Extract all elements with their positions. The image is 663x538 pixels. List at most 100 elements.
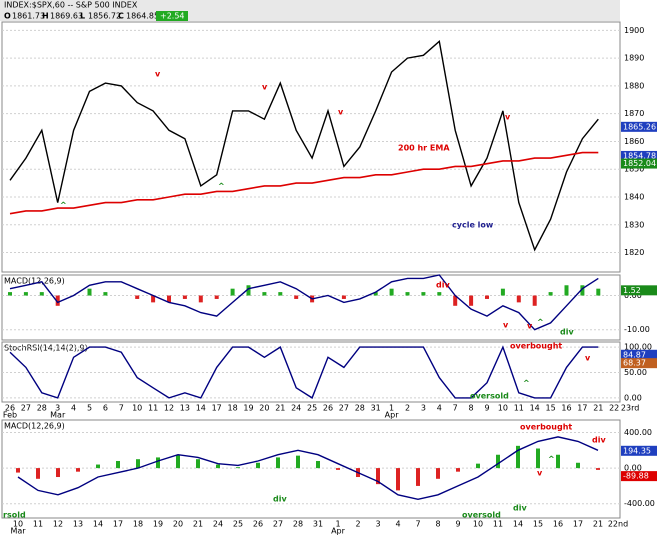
histogram-bar xyxy=(548,292,553,296)
histogram-bar xyxy=(236,467,240,469)
annotation: div xyxy=(436,281,450,290)
annotation: ^ xyxy=(60,201,67,210)
value-tag-box xyxy=(621,150,657,161)
annotation: div xyxy=(560,328,574,337)
macd-line xyxy=(17,436,599,501)
x-tick-label: 7 xyxy=(119,404,124,413)
line xyxy=(9,40,599,252)
x-tick-label: 31 xyxy=(313,520,323,529)
histogram-bar xyxy=(96,464,100,469)
change-box xyxy=(156,11,188,21)
x-tick-label: 22 xyxy=(609,404,619,413)
x-tick-label: 7 xyxy=(453,404,458,413)
histogram-bar xyxy=(296,455,300,469)
histogram-bar xyxy=(87,288,92,296)
quote-label: C xyxy=(118,12,124,21)
histogram-bar xyxy=(596,468,600,470)
x-tick-label: 15 xyxy=(533,520,543,529)
x-tick-label: 20 xyxy=(173,520,183,529)
histogram-bar xyxy=(294,295,299,299)
histogram-bar xyxy=(453,295,458,306)
y-tick-label: 400.00 xyxy=(624,428,652,437)
x-tick-label: 27 xyxy=(21,404,31,413)
histogram-bar xyxy=(536,448,540,469)
histogram-bar xyxy=(76,468,80,472)
histogram-bar xyxy=(246,285,251,296)
x-tick-label: 9 xyxy=(455,520,460,529)
x-tick-label: 3 xyxy=(421,404,426,413)
x-month-label: Apr xyxy=(385,411,400,420)
x-tick-label: 14 xyxy=(513,520,523,529)
histogram-bar xyxy=(476,463,480,469)
quote-value: 1864.85 xyxy=(126,12,159,21)
annotation: ^ xyxy=(218,182,225,191)
x-tick-label: 11 xyxy=(148,404,158,413)
x-tick-label: 17 xyxy=(577,404,587,413)
x-tick-label: 3 xyxy=(55,404,60,413)
annotation: v xyxy=(537,469,543,478)
x-tick-label: 7 xyxy=(415,520,420,529)
x-tick-label: 24 xyxy=(213,520,223,529)
histogram-bar xyxy=(135,295,140,299)
x-tick-label: 27 xyxy=(339,404,349,413)
histogram-bar xyxy=(456,468,460,472)
x-tick-label: 22nd xyxy=(608,520,628,529)
x-tick-label: 14 xyxy=(93,520,103,529)
y-tick-label: 1890 xyxy=(624,54,644,63)
quote-value: 1861.73 xyxy=(12,12,45,21)
x-tick-label: 20 xyxy=(259,404,269,413)
histogram-bar xyxy=(376,468,380,485)
y-tick-label: 100.00 xyxy=(624,343,652,352)
y-tick-label: 1860 xyxy=(624,137,644,146)
histogram-bar xyxy=(39,292,44,296)
x-tick-label: 17 xyxy=(573,520,583,529)
x-tick-label: 25 xyxy=(307,404,317,413)
histogram-bar xyxy=(336,468,340,470)
y-tick-label: 1880 xyxy=(624,81,644,90)
histogram-bar xyxy=(151,295,156,303)
quote-label: H xyxy=(42,12,49,21)
annotation: cycle low xyxy=(452,221,494,230)
histogram-bar xyxy=(278,292,283,296)
x-tick-label: 21 xyxy=(593,404,603,413)
chart-title: INDEX:$SPX,60 -- S&P 500 INDEX xyxy=(4,1,138,10)
value-tag: 84.87 xyxy=(623,350,646,359)
y-tick-label: -10.00 xyxy=(624,325,650,334)
histogram-bar xyxy=(341,295,346,299)
histogram-bar xyxy=(396,468,400,491)
series-label: 200 hr EMA xyxy=(398,144,450,153)
histogram-bar xyxy=(580,285,585,296)
x-tick-label: 12 xyxy=(164,404,174,413)
value-tag: 194.35 xyxy=(623,446,651,455)
x-tick-label: 18 xyxy=(133,520,143,529)
x-tick-label: 4 xyxy=(437,404,442,413)
x-tick-label: 1 xyxy=(389,404,394,413)
x-tick-label: 11 xyxy=(514,404,524,413)
histogram-bar xyxy=(116,460,120,469)
annotation: ^ xyxy=(537,318,544,327)
x-tick-label: 8 xyxy=(435,520,440,529)
y-tick-label: 50.00 xyxy=(624,368,647,377)
panel-frame xyxy=(1,419,621,519)
annotation: v xyxy=(585,354,591,363)
value-tag-box xyxy=(621,285,657,296)
x-tick-label: 21 xyxy=(593,520,603,529)
x-tick-label: 17 xyxy=(212,404,222,413)
header-bar xyxy=(0,0,620,21)
x-tick-label: 4 xyxy=(395,520,400,529)
x-tick-label: 28 xyxy=(293,520,303,529)
histogram-bar xyxy=(36,468,40,479)
histogram-bar xyxy=(198,295,203,303)
histogram-bar xyxy=(485,295,489,299)
x-tick-label: 17 xyxy=(113,520,123,529)
histogram-bar xyxy=(405,292,410,296)
histogram-bar xyxy=(103,292,108,296)
histogram-bar xyxy=(55,295,60,306)
x-tick-label: 8 xyxy=(469,404,474,413)
histogram-bar xyxy=(596,288,601,296)
y-tick-label: 1820 xyxy=(624,248,644,257)
annotation: v xyxy=(527,322,533,331)
y-tick-label: 0.00 xyxy=(624,291,642,300)
histogram-bar xyxy=(256,462,260,469)
histogram-bar xyxy=(8,292,12,296)
